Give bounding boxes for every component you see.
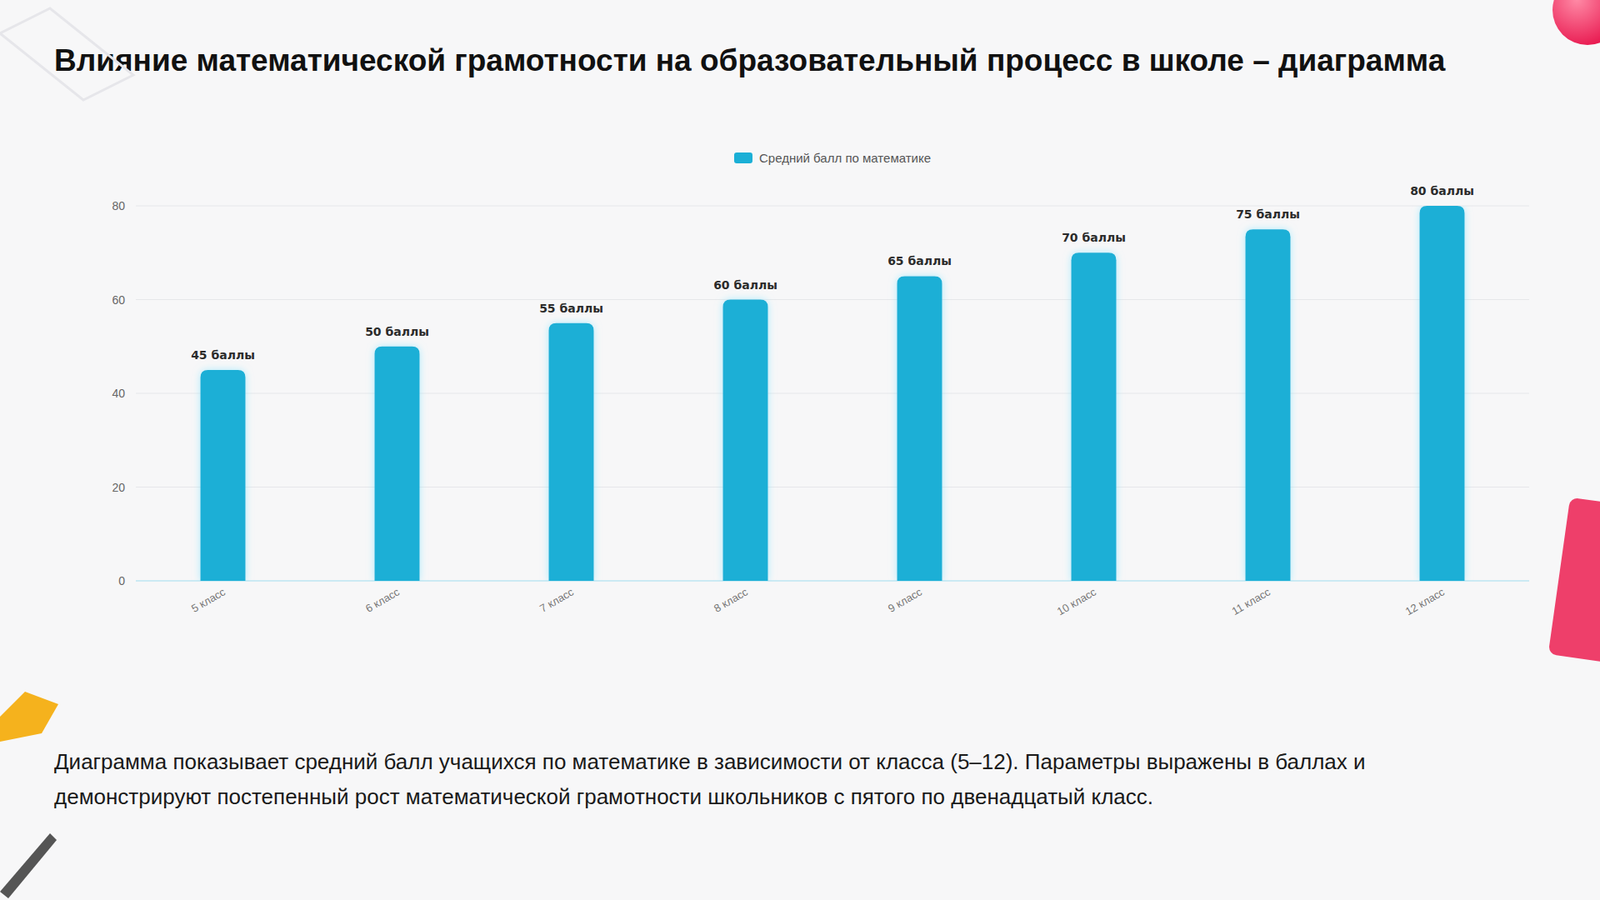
decor-notebook xyxy=(1548,497,1600,664)
bar xyxy=(1420,205,1465,581)
data-label: 65 баллы xyxy=(887,254,952,268)
data-label: 70 баллы xyxy=(1061,230,1126,245)
grid-line xyxy=(135,299,1530,300)
bar xyxy=(1071,252,1117,581)
x-tick-label: 10 класс xyxy=(1055,585,1100,618)
decor-lines xyxy=(0,8,134,100)
title: Влияние математической грамотности на об… xyxy=(54,43,1445,79)
legend-swatch xyxy=(734,152,753,164)
x-tick-label: 7 класс xyxy=(537,585,576,615)
bar xyxy=(897,275,943,581)
data-label: 50 баллы xyxy=(365,325,430,339)
bar xyxy=(375,346,420,581)
bar xyxy=(1245,229,1291,581)
y-tick-label: 40 xyxy=(111,386,125,400)
grid-line xyxy=(135,393,1530,395)
bars xyxy=(200,205,1465,581)
grid-line xyxy=(135,580,1530,582)
y-tick-label: 60 xyxy=(111,293,125,307)
x-axis-line xyxy=(135,580,1530,582)
x-tick-label: 6 класс xyxy=(363,585,402,615)
legend: Средний балл по математике xyxy=(734,150,931,165)
data-label: 60 баллы xyxy=(713,278,778,292)
x-tick-label: 9 класс xyxy=(885,585,925,615)
data-label: 45 баллы xyxy=(190,348,255,362)
x-tick-label: 5 класс xyxy=(189,585,228,615)
x-tick-label: 12 класс xyxy=(1403,585,1448,618)
description: Диаграмма показывает средний балл учащих… xyxy=(54,744,1471,815)
data-label: 55 баллы xyxy=(539,301,604,315)
y-tick-label: 0 xyxy=(118,574,125,588)
bar xyxy=(723,300,769,582)
bar xyxy=(200,370,246,581)
grid-line xyxy=(135,205,1530,207)
x-tick-label: 11 класс xyxy=(1230,585,1274,618)
y-tick-label: 80 xyxy=(111,199,125,213)
decor-ball xyxy=(1552,0,1600,45)
x-tick-label: 8 класс xyxy=(711,585,750,615)
decor-pin xyxy=(0,691,59,742)
data-label: 75 баллы xyxy=(1235,207,1300,221)
legend-label: Средний балл по математике xyxy=(759,150,931,165)
data-label: 80 баллы xyxy=(1410,184,1475,198)
grid-line xyxy=(135,486,1530,488)
y-tick-label: 20 xyxy=(111,480,125,495)
decor-pen xyxy=(0,833,57,899)
bar xyxy=(549,323,595,581)
